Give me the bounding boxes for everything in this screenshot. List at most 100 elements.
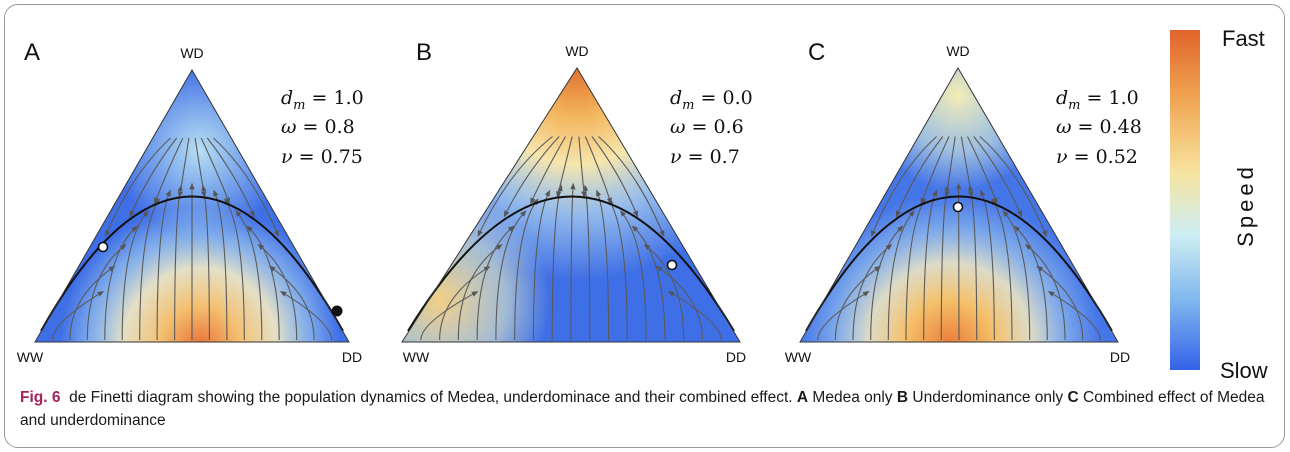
streamline [871, 136, 937, 238]
panel-c-param-nu: ν = 0.52 [1056, 146, 1138, 168]
caption-fig-label: Fig. 6 [20, 389, 61, 406]
streamline [121, 210, 149, 341]
streamline [834, 265, 882, 341]
streamline [530, 136, 567, 205]
colorbar: Fast Slow Speed [1170, 26, 1268, 383]
panel-b-vertex-top: WD [565, 43, 588, 59]
panel-a-unstable-equilibrium [97, 241, 109, 253]
streamline [86, 243, 127, 341]
panel-b-param-dm: dm = 0.0 [670, 87, 753, 113]
streamline [570, 182, 576, 341]
streamline [1002, 210, 1031, 341]
streamline [268, 265, 315, 341]
caption-item-c-text: Combined effect of Medea and underdomina… [20, 389, 1265, 429]
streamline [105, 137, 171, 238]
panel-a-param-omega: ω = 0.8 [281, 116, 355, 138]
streamline [887, 210, 915, 341]
streamline [967, 136, 998, 205]
streamline [139, 198, 160, 341]
panel-a-letter: A [24, 39, 40, 66]
streamline [852, 243, 893, 341]
panel-a-stable-equilibrium [331, 305, 343, 317]
streamline [476, 225, 515, 341]
panel-b-vertex-right: DD [726, 349, 746, 365]
streamline [973, 136, 1023, 218]
streamline [905, 198, 926, 341]
streamline [619, 210, 647, 341]
caption-text: de Finetti diagram showing the populatio… [69, 389, 793, 406]
streamline [177, 137, 190, 199]
panel-a: A WD WW DD dm = 1.0 ω = 0.8 ν = 0.75 [17, 39, 364, 365]
panel-c-param-dm: dm = 1.0 [1056, 87, 1139, 113]
streamline [598, 136, 665, 238]
streamline [960, 136, 974, 199]
caption-item-a-text: Medea only [812, 389, 893, 406]
colorbar-bottom-label: Slow [1220, 358, 1268, 383]
panel-c-params: dm = 1.0 ω = 0.48 ν = 0.52 [1056, 87, 1142, 168]
streamline [224, 198, 245, 341]
streamline [194, 137, 207, 199]
streamline [213, 137, 279, 238]
streamline [556, 136, 573, 199]
streamline [991, 198, 1013, 341]
streamline [1047, 290, 1101, 341]
streamline [578, 136, 587, 199]
figure-caption: Fig. 6 de Finetti diagram showing the po… [20, 386, 1270, 432]
panel-b-vertex-left: WW [403, 349, 430, 365]
streamline [104, 225, 138, 341]
streamline [503, 136, 560, 218]
streamline [154, 137, 184, 205]
panel-b-param-omega: ω = 0.6 [670, 116, 744, 138]
panel-c: C WD WW DD dm = 1.0 ω = 0.48 ν = 0.52 [785, 39, 1142, 365]
streamline [439, 265, 491, 341]
panel-a-param-dm: dm = 1.0 [281, 87, 364, 113]
streamline [69, 265, 116, 341]
panel-b-letter: B [416, 39, 432, 66]
panel-a-simplex-border [34, 68, 350, 343]
panel-b-hardy-weinberg-curve [407, 195, 735, 332]
panel-c-vertex-left: WW [785, 349, 812, 365]
panel-a-streamlines [51, 137, 333, 341]
panel-c-letter: C [808, 39, 825, 66]
streamline [979, 136, 1047, 238]
streamline [206, 137, 255, 218]
panel-b-params: dm = 0.0 ω = 0.6 ν = 0.7 [670, 87, 753, 168]
panel-a-vertex-right: DD [342, 349, 362, 365]
streamline [457, 244, 503, 341]
streamline [51, 290, 105, 341]
panel-b-simplex-border [401, 67, 741, 343]
streamline [200, 137, 230, 205]
streamline [608, 198, 628, 341]
streamline [584, 136, 612, 205]
streamline [514, 198, 539, 341]
panel-c-vertex-top: WD [946, 43, 969, 59]
streamline [279, 290, 333, 341]
streamline [944, 136, 956, 199]
streamline [235, 210, 263, 341]
panel-b-unstable-equilibrium [666, 259, 678, 271]
streamline [667, 291, 722, 341]
panel-c-streamlines [817, 136, 1101, 341]
panel-c-param-omega: ω = 0.48 [1056, 116, 1142, 138]
panel-a-param-nu: ν = 0.75 [281, 146, 363, 168]
panel-c-vertex-right: DD [1110, 349, 1130, 365]
streamline [420, 291, 479, 341]
streamline [655, 265, 703, 341]
streamline [643, 243, 685, 341]
streamline [920, 136, 950, 205]
caption-item-b-letter: B [896, 389, 909, 406]
streamline [870, 225, 904, 341]
panel-a-vertex-top: WD [180, 45, 203, 61]
colorbar-gradient [1170, 30, 1200, 370]
panel-c-unstable-equilibrium [952, 201, 964, 213]
panel-b: B WD WW DD dm = 0.0 ω = 0.6 ν = 0.7 [401, 39, 753, 365]
panel-c-simplex-border [799, 67, 1119, 343]
streamline [495, 210, 527, 341]
colorbar-title: Speed [1233, 163, 1258, 247]
streamline [477, 136, 553, 237]
streamline [591, 136, 638, 218]
colorbar-top-label: Fast [1222, 26, 1265, 51]
panel-a-params: dm = 1.0 ω = 0.8 ν = 0.75 [281, 87, 364, 168]
streamline [1036, 265, 1084, 341]
